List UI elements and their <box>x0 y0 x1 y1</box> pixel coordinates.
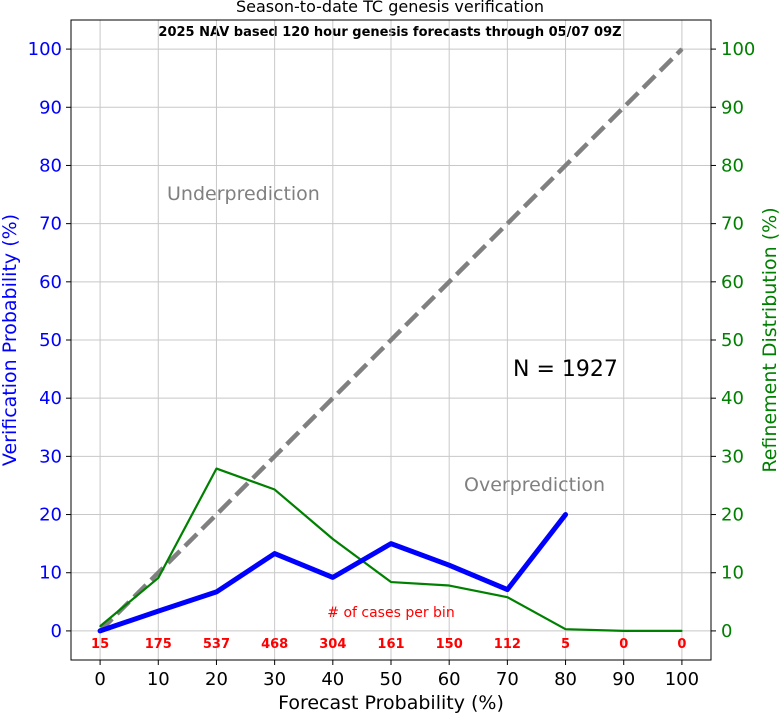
y-right-tick-label: 90 <box>721 97 744 118</box>
x-tick-label: 40 <box>321 669 344 690</box>
perfect-point <box>681 48 683 50</box>
case-count-label: 15 <box>91 637 109 652</box>
y-axis-left-label: Verification Probability (%) <box>0 214 21 466</box>
x-tick-label: 60 <box>438 669 461 690</box>
x-tick-label: 100 <box>665 669 699 690</box>
chart-title: Season-to-date TC genesis verification <box>236 0 544 16</box>
refinement-point <box>564 628 567 630</box>
verification-point <box>448 564 450 566</box>
refinement-point <box>622 630 625 632</box>
counts-title: # of cases per bin <box>327 605 454 621</box>
verification-point <box>273 552 276 555</box>
y-right-tick-label: 60 <box>721 272 744 293</box>
verification-point <box>390 542 392 545</box>
overprediction-label: Overprediction <box>464 474 605 496</box>
x-tick-label: 70 <box>496 669 519 690</box>
y-right-tick-label: 40 <box>721 388 744 409</box>
y-left-tick-label: 20 <box>39 505 62 526</box>
x-tick-label: 30 <box>263 669 286 690</box>
sample-size-label: N = 1927 <box>513 357 618 382</box>
case-count-label: 0 <box>619 637 628 652</box>
y-right-tick-label: 50 <box>721 330 744 351</box>
verification-point <box>564 513 567 516</box>
x-tick-label: 80 <box>554 669 577 690</box>
y-left-tick-label: 10 <box>39 563 62 584</box>
refinement-point <box>273 488 276 491</box>
refinement-point <box>157 577 160 579</box>
refinement-point <box>448 584 450 587</box>
verification-point <box>332 576 334 579</box>
verification-point <box>215 591 218 593</box>
y-left-tick-label: 50 <box>39 330 62 351</box>
y-left-tick-label: 0 <box>51 621 62 642</box>
verification-point <box>99 630 101 632</box>
refinement-point <box>215 467 218 470</box>
grid <box>71 20 711 660</box>
y-right-tick-label: 0 <box>721 621 732 642</box>
case-count-label: 175 <box>145 637 172 652</box>
y-axis-right-label: Refinement Distribution (%) <box>759 207 779 472</box>
x-axis-ticks: 0 10 20 30 40 50 60 70 80 90 100 <box>94 660 699 690</box>
case-count-label: 468 <box>261 637 288 652</box>
refinement-point <box>332 538 334 540</box>
y-left-tick-label: 60 <box>39 272 62 293</box>
point-layer <box>99 48 683 632</box>
x-tick-label: 10 <box>147 669 170 690</box>
y-left-tick-label: 80 <box>39 155 62 176</box>
y-left-tick-label: 70 <box>39 214 62 235</box>
y-right-tick-label: 80 <box>721 155 744 176</box>
y-right-tick-label: 30 <box>721 446 744 467</box>
refinement-point <box>99 625 101 628</box>
case-count-label: 150 <box>436 637 463 652</box>
perfect-line <box>98 47 684 633</box>
case-count-label: 161 <box>377 637 404 652</box>
case-count-label: 304 <box>319 637 346 652</box>
case-count-label: 5 <box>561 637 570 652</box>
underprediction-label: Underprediction <box>167 183 320 205</box>
y-right-tick-label: 100 <box>721 39 755 60</box>
x-tick-label: 20 <box>205 669 228 690</box>
case-count-label: 537 <box>203 637 230 652</box>
y-left-tick-label: 100 <box>28 39 62 60</box>
y-right-tick-label: 70 <box>721 214 744 235</box>
y-right-tick-label: 10 <box>721 563 744 584</box>
x-axis-label: Forecast Probability (%) <box>278 692 504 713</box>
x-tick-label: 50 <box>380 669 403 690</box>
y-left-tick-label: 40 <box>39 388 62 409</box>
y-axis-right-ticks: 0 10 20 30 40 50 60 70 80 90 100 <box>711 39 755 642</box>
refinement-point <box>681 630 683 632</box>
refinement-point <box>390 581 392 583</box>
refinement-point <box>506 596 509 598</box>
verification-point <box>157 610 160 612</box>
x-tick-label: 90 <box>612 669 635 690</box>
y-left-tick-label: 30 <box>39 446 62 467</box>
y-right-tick-label: 20 <box>721 505 744 526</box>
verification-point <box>506 588 509 591</box>
case-count-label: 112 <box>494 637 521 652</box>
y-left-tick-label: 90 <box>39 97 62 118</box>
chart-subtitle: 2025 NAV based 120 hour genesis forecast… <box>158 25 621 40</box>
y-axis-left-ticks: 0 10 20 30 40 50 60 70 80 90 100 <box>28 39 71 642</box>
case-count-label: 0 <box>677 637 686 652</box>
case-counts: 15 175 537 468 304 161 150 112 5 0 0 <box>91 637 686 652</box>
x-tick-label: 0 <box>94 669 105 690</box>
